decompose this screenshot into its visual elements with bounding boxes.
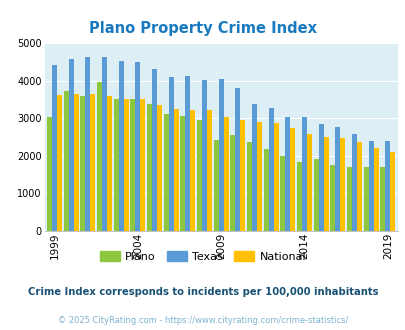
Bar [379, 167, 384, 231]
Bar [69, 59, 74, 231]
Bar [296, 162, 301, 231]
Text: © 2025 CityRating.com - https://www.cityrating.com/crime-statistics/: © 2025 CityRating.com - https://www.city… [58, 315, 347, 325]
Bar [351, 134, 356, 231]
Bar [313, 159, 318, 231]
Bar [346, 167, 351, 231]
Bar [180, 116, 185, 231]
Text: Crime Index corresponds to incidents per 100,000 inhabitants: Crime Index corresponds to incidents per… [28, 287, 377, 297]
Bar [140, 99, 145, 231]
Bar [107, 96, 112, 231]
Bar [168, 77, 173, 231]
Bar [47, 117, 52, 231]
Bar [97, 82, 102, 231]
Bar [356, 142, 361, 231]
Bar [163, 115, 168, 231]
Bar [185, 76, 190, 231]
Bar [235, 88, 240, 231]
Legend: Plano, Texas, National: Plano, Texas, National [95, 247, 310, 266]
Bar [80, 96, 85, 231]
Bar [335, 127, 339, 231]
Bar [124, 99, 128, 231]
Bar [247, 142, 252, 231]
Bar [223, 117, 228, 231]
Bar [301, 117, 306, 231]
Bar [74, 94, 79, 231]
Bar [280, 156, 285, 231]
Bar [130, 99, 135, 231]
Bar [368, 141, 373, 231]
Bar [102, 57, 107, 231]
Bar [196, 120, 202, 231]
Bar [230, 135, 235, 231]
Bar [119, 61, 124, 231]
Bar [57, 95, 62, 231]
Bar [152, 69, 157, 231]
Bar [323, 137, 328, 231]
Bar [273, 123, 278, 231]
Bar [190, 110, 195, 231]
Bar [213, 140, 218, 231]
Bar [207, 110, 211, 231]
Bar [290, 128, 295, 231]
Bar [268, 108, 273, 231]
Bar [373, 148, 378, 231]
Bar [147, 104, 152, 231]
Bar [256, 122, 262, 231]
Bar [240, 120, 245, 231]
Bar [252, 104, 256, 231]
Bar [339, 139, 345, 231]
Bar [390, 151, 394, 231]
Bar [263, 149, 268, 231]
Bar [330, 165, 335, 231]
Text: Plano Property Crime Index: Plano Property Crime Index [89, 21, 316, 36]
Bar [157, 105, 162, 231]
Bar [64, 91, 69, 231]
Bar [384, 141, 390, 231]
Bar [218, 80, 223, 231]
Bar [306, 134, 311, 231]
Bar [113, 99, 119, 231]
Bar [318, 124, 323, 231]
Bar [285, 116, 290, 231]
Bar [363, 167, 368, 231]
Bar [135, 62, 140, 231]
Bar [90, 94, 95, 231]
Bar [173, 109, 178, 231]
Bar [202, 80, 207, 231]
Bar [85, 57, 90, 231]
Bar [52, 65, 57, 231]
